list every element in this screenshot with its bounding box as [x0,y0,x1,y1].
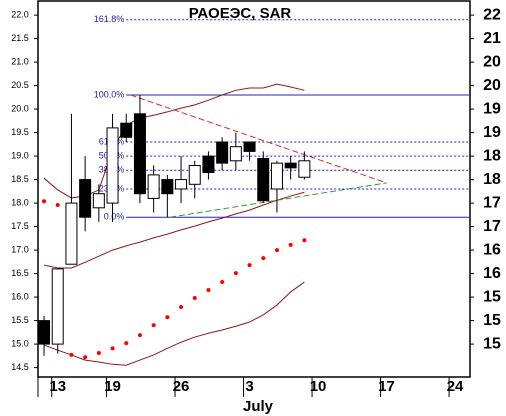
x-tick-label: 19 [104,378,121,395]
sar-dot [124,341,129,346]
fib-label: 161.8% [94,14,125,24]
y-tick-label: 20.5 [11,80,29,90]
y2-tick-label: 17 [483,218,501,235]
sar-dot [192,296,197,301]
candle-body [229,146,242,162]
sar-dot [179,304,184,309]
sar-dot [137,333,142,338]
candle-body [65,202,78,265]
sar-dot [261,256,266,261]
sar-dot [274,248,279,253]
sar-dot [220,280,225,285]
y-tick-label: 18.5 [11,174,29,184]
y-tick-label: 21.0 [11,56,29,66]
y-tick-label: 20.0 [11,103,29,113]
candle-body [284,162,297,169]
x-tick-label: 13 [49,378,66,395]
trendline [170,182,387,218]
candle-body [106,127,119,204]
candle-body [38,320,51,345]
y-tick-label: 17.5 [11,221,29,231]
y-tick-label: 18.0 [11,197,29,207]
x-tick-label: 10 [310,378,327,395]
y-tick-label: 16.5 [11,268,29,278]
y2-tick-label: 15 [483,288,501,305]
y-tick-label: 19.5 [11,127,29,137]
y2-tick-label: 16 [483,241,501,258]
sar-dot [96,351,101,356]
sar-dot [55,202,60,207]
band-line [43,191,305,269]
candle-body [216,141,229,164]
band-line [43,281,305,366]
y2-tick-label: 20 [483,53,501,70]
y2-tick-label: 21 [483,30,501,47]
candle-body [161,179,174,195]
candle-body [188,165,201,185]
y2-tick-label: 18 [483,171,501,188]
candle-body [51,268,64,345]
fib-label: 0.0% [104,212,125,222]
x-tick-label: 26 [173,378,190,395]
fib-label: 100.0% [94,89,125,99]
sar-dot [151,323,156,328]
x-tick-label: 3 [245,378,253,395]
sar-dot [42,199,47,204]
y-tick-label: 15.0 [11,338,29,348]
sar-dot [110,346,115,351]
y2-tick-label: 17 [483,194,501,211]
y2-tick-label: 20 [483,77,501,94]
candle-body [243,141,256,152]
candle-body [298,160,311,178]
y-tick-label: 16.0 [11,291,29,301]
y2-tick-label: 19 [483,100,501,117]
candle-body [92,193,105,209]
y-tick-label: 17.0 [11,244,29,254]
candle-body [202,155,215,174]
candle-body [175,179,188,190]
y2-tick-label: 18 [483,147,501,164]
candle-body [79,179,92,218]
sar-dot [288,242,293,247]
y2-tick-label: 15 [483,312,501,329]
chart-title: РАОЕЭС, SAR [189,5,292,22]
x-axis-label: July [243,398,274,415]
y2-tick-label: 19 [483,124,501,141]
sar-dot [69,352,74,357]
y-tick-label: 21.5 [11,33,29,43]
candle-body [270,162,283,190]
sar-dot [233,271,238,276]
sar-dot [302,238,307,243]
sar-dot [165,315,170,320]
trendline [130,94,387,184]
sar-dot [83,355,88,360]
x-tick-label: 24 [447,378,464,395]
sar-dot [206,288,211,293]
y2-tick-label: 15 [483,335,501,352]
y-tick-label: 15.5 [11,315,29,325]
x-tick-label: 17 [378,378,395,395]
candle-body [133,113,146,195]
y-tick-label: 22.0 [11,9,29,19]
y2-tick-label: 16 [483,265,501,282]
candle-body [120,122,133,138]
y2-tick-label: 22 [483,6,501,23]
candle-body [147,174,160,199]
y-tick-label: 14.5 [11,362,29,372]
candle-body [257,157,270,202]
sar-dot [247,263,252,268]
y-tick-label: 19.0 [11,150,29,160]
